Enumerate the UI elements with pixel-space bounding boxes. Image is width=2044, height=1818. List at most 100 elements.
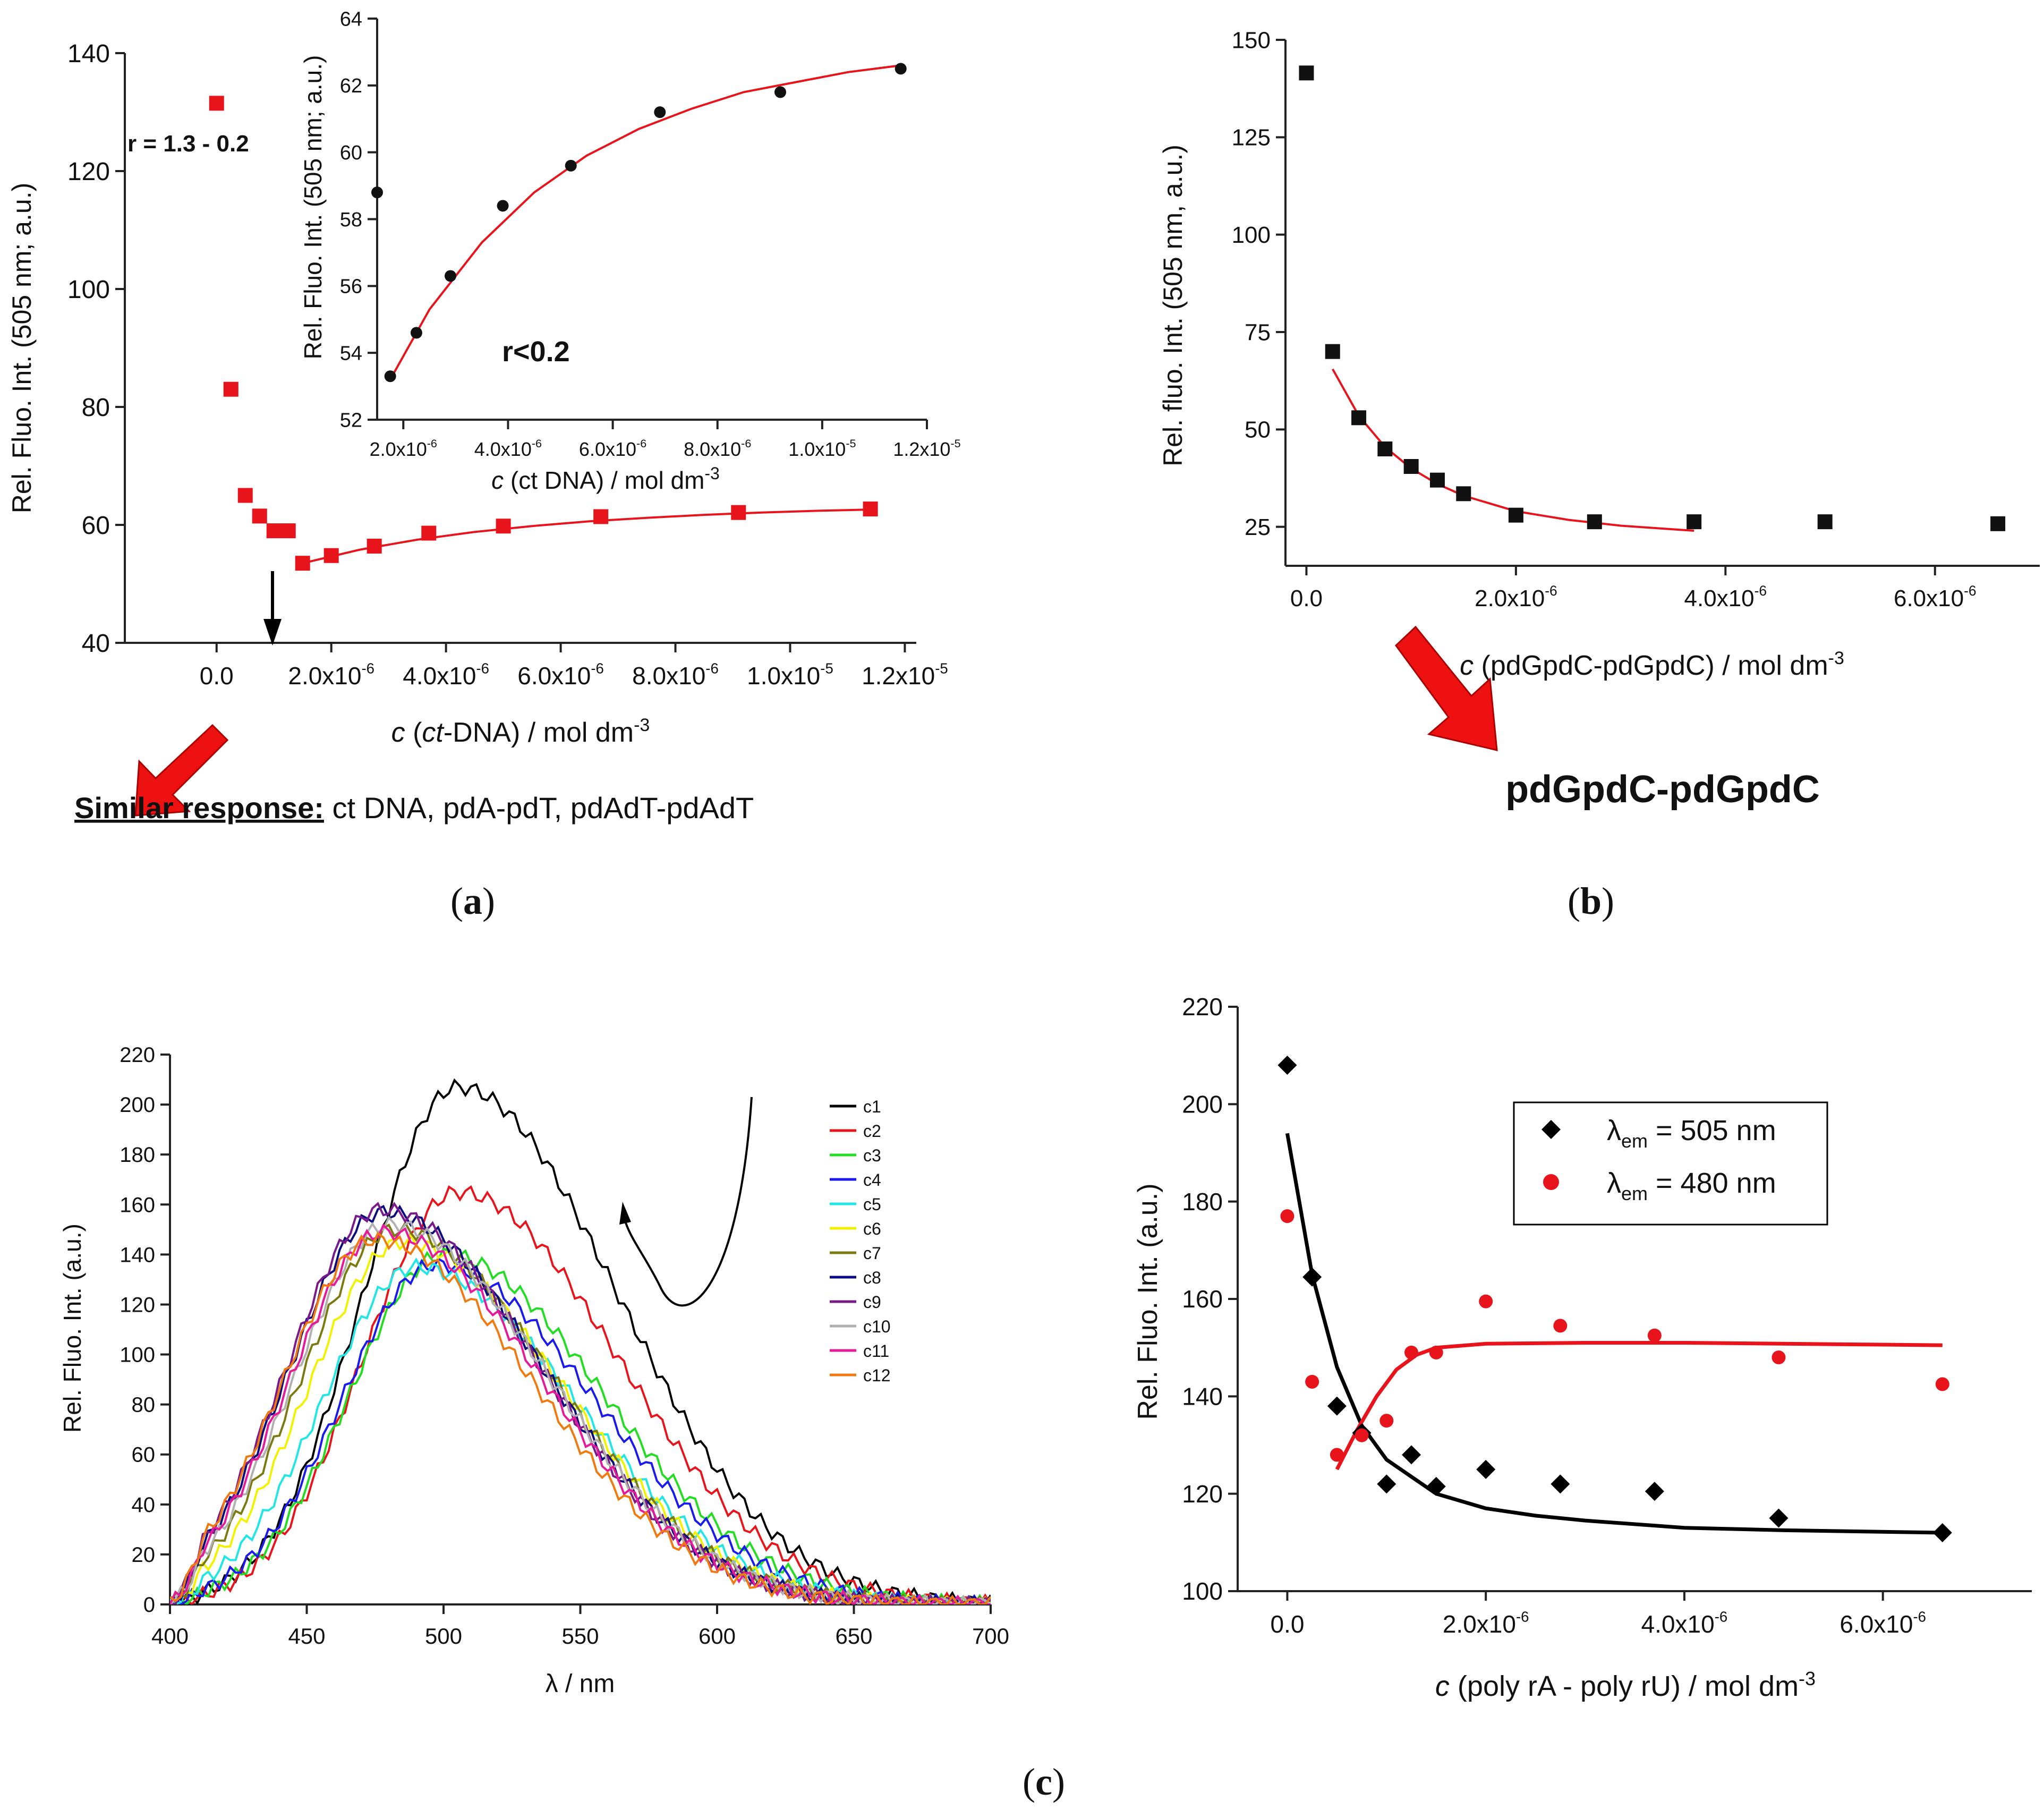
legend-entry-480: λem = 480 nm <box>1607 1167 1776 1204</box>
data-point-480 <box>1280 1209 1294 1224</box>
a-inset-data-point <box>445 270 456 282</box>
a-data-point <box>237 488 253 503</box>
a-x-tick-label: 6.0x10-6 <box>517 660 604 690</box>
c-spectra-y-tick-label: 20 <box>132 1543 156 1567</box>
a-inset-x-tick-label: 2.0x10-6 <box>370 437 437 460</box>
b-y-tick-label: 50 <box>1245 417 1271 443</box>
a-y-tick-label: 100 <box>67 276 110 304</box>
a-inset-ratio-label: r<0.2 <box>502 336 570 368</box>
c-spectra-y-tick-label: 220 <box>120 1043 155 1067</box>
c-titration-y-tick-label: 180 <box>1182 1188 1223 1216</box>
red-arrow-icon <box>134 724 229 817</box>
data-point-505 <box>1377 1474 1396 1494</box>
b-data-point <box>1456 486 1471 502</box>
a-x-tick-label: 2.0x10-6 <box>288 660 374 690</box>
legend-label-c7: c7 <box>863 1244 881 1263</box>
c-titration-y-tick-label: 200 <box>1182 1090 1223 1118</box>
a-x-tick-label: 0.0 <box>200 662 234 690</box>
c-spectra-lines <box>170 1078 991 1604</box>
a-data-point <box>593 509 609 524</box>
spectrum-line-c7 <box>170 1220 991 1604</box>
a-data-point <box>295 556 310 571</box>
a-data-point <box>496 519 511 534</box>
a-y-tick-label: 120 <box>67 158 110 186</box>
panel-a-inset-plot: 52 54 56 58 60 62 64 2.0x10-6 4.0x10-6 6.0x10-6 8… <box>299 8 961 494</box>
a-inset-data-point <box>497 200 509 212</box>
b-y-tick-label: 150 <box>1232 27 1271 53</box>
b-x-tick-label: 4.0x10-6 <box>1684 583 1767 611</box>
a-inset-data-point <box>410 327 422 339</box>
a-inset-y-tick-label: 56 <box>340 276 362 298</box>
fit-curve-480 <box>1335 1341 1943 1471</box>
a-y-ticks: 40 60 80 100 120 140 <box>67 40 125 658</box>
b-x-tick-label: 6.0x10-6 <box>1894 583 1977 611</box>
c-spectra-y-tick-label: 160 <box>120 1193 155 1217</box>
panel-a-main-plot: 40 60 80 100 120 140 0.0 2.0x10-6 4.0x10-6 6.0x1… <box>7 40 948 748</box>
data-point-505 <box>1645 1482 1664 1501</box>
data-point-480 <box>1479 1294 1493 1309</box>
c-titration-y-tick-label: 140 <box>1182 1382 1223 1410</box>
b-data-point <box>1990 516 2006 531</box>
legend-label-c5: c5 <box>863 1195 881 1214</box>
legend-marker-diamond <box>1541 1120 1561 1139</box>
a-y-axis-title: Rel. Fluo. Int. (505 nm; a.u.) <box>7 183 37 514</box>
a-ratio-label: r = 1.3 - 0.2 <box>127 131 249 157</box>
spectrum-line-c10 <box>170 1216 991 1604</box>
data-point-480 <box>1935 1377 1949 1391</box>
data-point-480 <box>1772 1350 1786 1364</box>
c-titration-x-tick-label: 4.0x10-6 <box>1641 1608 1728 1638</box>
a-x-tick-label: 8.0x10-6 <box>632 660 719 690</box>
c-spectra-y-axis-title: Rel. Fluo. Int. (a.u.) <box>58 1224 86 1433</box>
c-spectra-y-tick-label: 80 <box>132 1394 156 1417</box>
c-spectra-x-tick-label: 400 <box>151 1624 189 1649</box>
b-data-point <box>1299 65 1314 81</box>
a-data-point <box>266 523 282 539</box>
spectrum-line-c6 <box>170 1233 991 1604</box>
red-arrow-icon <box>1395 625 1498 751</box>
c-spectra-y-tick-label: 0 <box>143 1593 155 1617</box>
panel-c-titration: 100 120 140 160 180 200 220 0.0 2.0x10-6 4.0x10-… <box>1132 993 2032 1702</box>
a-data-point <box>252 508 267 524</box>
data-point-480 <box>1305 1374 1319 1389</box>
a-data-point <box>863 502 878 517</box>
a-y-tick-label: 60 <box>82 512 110 540</box>
legend-box <box>1513 1101 1828 1226</box>
a-inset-y-tick-label: 58 <box>340 209 362 231</box>
c-titration-legend: λem = 505 nm λem = 480 nm <box>1513 1101 1828 1226</box>
b-y-tick-label: 100 <box>1232 222 1271 248</box>
legend-label-c1: c1 <box>863 1097 881 1116</box>
spectrum-line-c1 <box>170 1078 991 1604</box>
c-spectra-y-tick-label: 200 <box>120 1093 155 1117</box>
a-inset-data-point <box>371 186 383 199</box>
a-y-tick-label: 40 <box>82 630 110 658</box>
c-spectra-y-ticks: 0 20 40 60 80 100 120 140 160 180 200 220 <box>120 1043 170 1617</box>
a-data-points <box>209 96 878 571</box>
data-point-505 <box>1277 1056 1297 1075</box>
spectrum-line-c11 <box>170 1224 991 1604</box>
a-inset-x-tick-label: 1.2x10-5 <box>893 437 960 460</box>
a-y-tick-label: 140 <box>67 40 110 68</box>
c-titration-y-axis-title: Rel. Fluo. Int. (a.u.) <box>1132 1183 1163 1420</box>
c-spectra-legend: c1 c2 c3 c4 c5 c6 c7 c8 c9 c10 c11 c12 <box>830 1097 891 1385</box>
b-y-tick-label: 25 <box>1245 514 1271 540</box>
a-inset-x-tick-label: 1.0x10-5 <box>788 437 856 460</box>
b-data-point <box>1687 514 1702 530</box>
data-point-505 <box>1551 1474 1570 1494</box>
c-spectra-x-tick-label: 600 <box>699 1624 736 1649</box>
data-point-505 <box>1769 1508 1788 1528</box>
c-titration-y-tick-label: 100 <box>1182 1577 1223 1605</box>
b-x-tick-label: 2.0x10-6 <box>1475 583 1557 611</box>
data-point-505 <box>1426 1476 1446 1496</box>
spectrum-line-c12 <box>170 1231 991 1604</box>
c-titration-x-tick-label: 0.0 <box>1270 1610 1304 1638</box>
c-titration-y-tick-label: 120 <box>1182 1480 1223 1508</box>
data-point-480 <box>1647 1328 1662 1343</box>
c-spectra-y-tick-label: 140 <box>120 1243 155 1267</box>
legend-label-c11: c11 <box>863 1341 889 1361</box>
a-inset-data-point <box>565 159 577 172</box>
b-data-point <box>1325 344 1340 359</box>
b-compound-label: pdGpdC-pdGpdC <box>1505 768 1820 811</box>
a-data-point <box>367 538 382 554</box>
black-down-arrow-icon <box>263 571 282 645</box>
c-titration-x-axis-title: c (poly rA - poly rU) / mol dm-3 <box>1435 1668 1816 1702</box>
